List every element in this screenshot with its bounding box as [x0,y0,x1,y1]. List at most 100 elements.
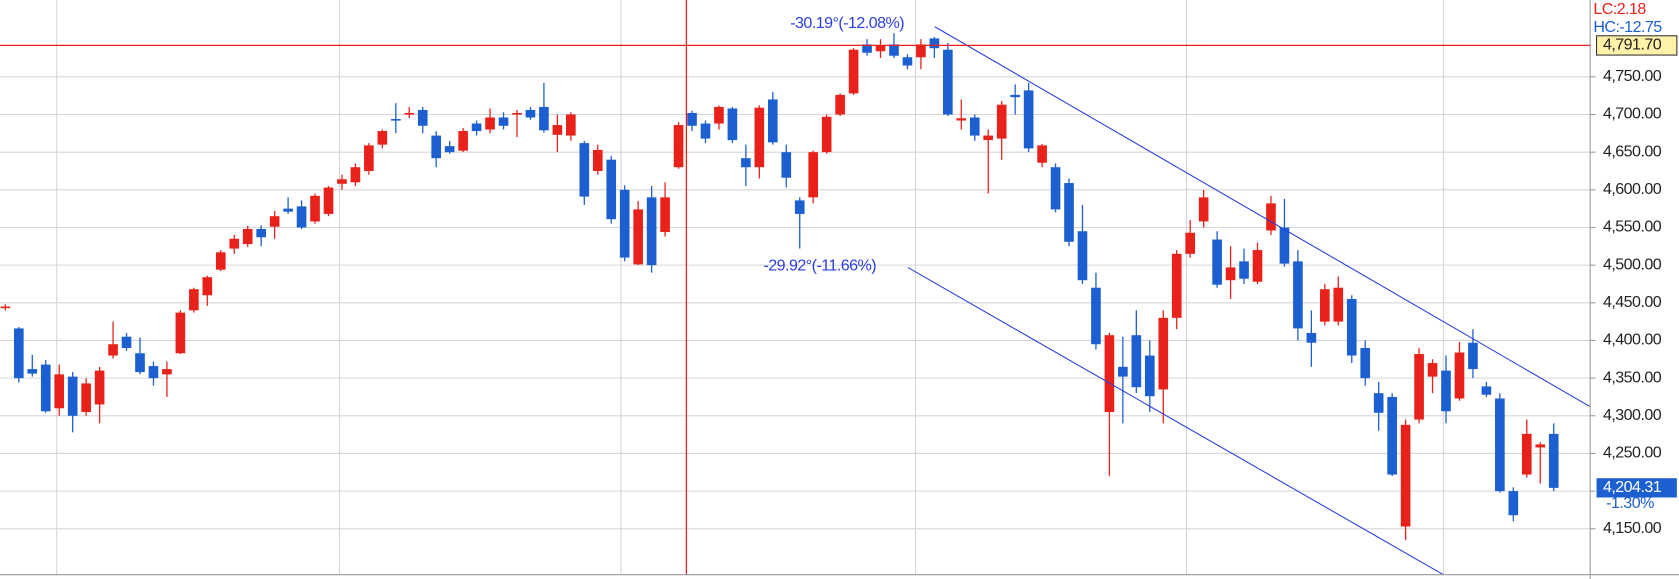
candle-body [0,306,11,309]
candle-body [727,108,738,141]
candle-body [1252,250,1263,282]
y-tick-label: 4,300.00 [1603,406,1662,424]
candle-body [754,107,765,168]
y-tick-label: 4,700.00 [1603,105,1662,123]
candle-body [364,145,374,171]
candle-body [417,109,428,126]
candle-body [821,116,832,153]
y-tick-label: 4,250.00 [1603,444,1662,462]
candle-body [27,369,38,374]
y-tick-label: 4,600.00 [1603,180,1662,198]
candle-body [94,370,105,405]
candle-body [1064,183,1074,242]
candle-body [1548,433,1559,488]
candle-body [1131,335,1142,388]
trend-line-upper [934,26,1591,408]
candle-body [767,99,778,143]
candle-body [983,135,994,141]
y-tick-label: 4,750.00 [1603,67,1662,85]
candle-body [1091,287,1101,345]
hc-indicator: HC:-12.75 [1593,18,1662,36]
crosshair-label-box [1596,35,1678,56]
candle-body [1414,354,1424,420]
candle-body [700,123,711,139]
candle-body [875,45,886,52]
candle-body [390,119,401,121]
candle-body [687,112,697,126]
candle-body [1293,261,1303,329]
candle-body [512,112,522,115]
candle-body [1535,444,1546,448]
candle-body [1158,317,1169,390]
candle-body [189,289,199,311]
candle-body [1495,398,1505,492]
candle-body [1320,289,1330,322]
candle-body [592,149,603,171]
candle-body [108,344,118,356]
candle-body [54,374,65,409]
candle-body [1346,299,1357,356]
vertical-grid [56,0,1444,575]
candle-body [741,158,751,168]
candle-body [1212,239,1222,285]
candles [0,33,1559,541]
candle-body [1468,342,1478,370]
candle-body [929,38,940,49]
candle-body [148,366,159,379]
candle-body [1118,366,1128,377]
candle-body [1185,232,1196,254]
candle-body [673,125,684,168]
candle-body [1023,90,1034,149]
candle-body [498,117,509,126]
candle-body [1306,332,1317,343]
candle-body [902,57,913,66]
candle-body [431,135,442,159]
candle-body [485,117,495,130]
candle-body [1333,287,1344,322]
y-tick-label: 4,150.00 [1603,519,1662,537]
candle-body [1239,261,1249,279]
candle-body [202,277,213,296]
candle-body [81,383,91,413]
candle-body [808,152,819,198]
trend-annotation: -30.19°(-12.08%) [790,14,904,32]
candle-body [296,206,307,228]
candle-body [1521,433,1532,475]
candle-body [781,152,792,178]
candle-body [646,197,657,266]
last-price-label: 4,204.31 [1603,478,1662,496]
candle-body [539,106,549,131]
trend-line-lower [907,267,1444,576]
trend-annotation: -29.92°(-11.66%) [763,257,876,275]
candle-body [162,369,172,375]
candle-body [633,209,643,265]
candle-body [1360,347,1371,379]
candle-body [848,49,859,94]
candle-body [1037,145,1047,163]
candle-body [969,117,980,136]
candle-body [310,195,320,222]
candle-body [135,353,145,373]
candle-body [13,328,24,379]
candle-body [1373,393,1384,413]
candle-body [350,167,361,183]
candle-body [242,228,253,245]
y-tick-label: 4,400.00 [1603,331,1662,349]
candle-body [1171,253,1182,318]
candle-body [40,364,51,412]
candle-body [1508,491,1519,516]
candle-body [660,197,670,232]
candle-body [175,312,186,354]
last-price-box [1596,478,1677,498]
lc-indicator: LC:2.18 [1593,0,1646,18]
candle-body [1454,352,1465,399]
candle-body [404,112,415,115]
candle-body [1010,94,1020,98]
candle-body [889,44,899,56]
candle-body [1225,267,1236,281]
candle-body [283,208,293,212]
candle-body [1441,370,1451,412]
candle-body [1144,355,1155,397]
y-tick-label: 4,500.00 [1603,255,1662,273]
